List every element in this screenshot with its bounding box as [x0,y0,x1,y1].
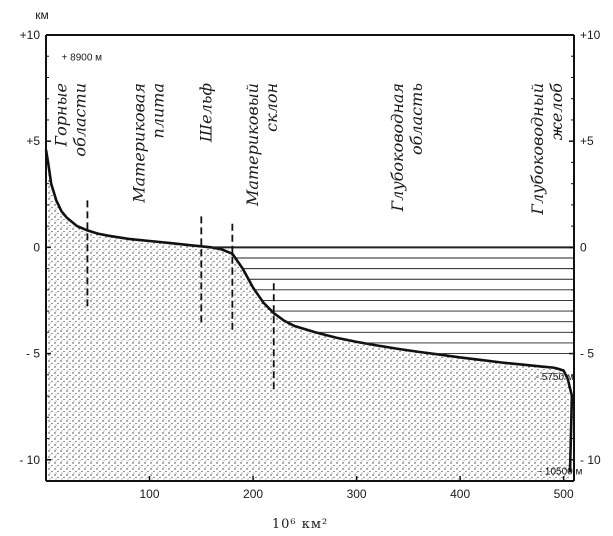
zone-label-group: Материковый склон [243,83,281,207]
x-axis-label: 10⁶ км² [272,517,328,532]
annotations-layer: + 8900 м - 5750 м - 10500 м [62,52,583,477]
y-tick-label-right: 0 [580,240,587,254]
zone-label-word: области [71,83,90,157]
zone-label-word: Шельф [197,83,216,143]
y-tick-label-left: +5 [26,134,40,148]
zone-label-group: Глубоководный желоб [528,83,566,216]
zone-label-group: Материковая плита [129,83,167,204]
y-tick-label-right: - 10 [580,453,601,467]
depth-annotation: + 8900 м [62,52,103,63]
land-stipple-area [46,149,572,481]
x-tick-label: 200 [243,487,263,501]
zone-label-word: Глубоководный [528,83,547,216]
y-tick-label-right: - 5 [580,347,594,361]
zone-label-word: плита [148,83,167,139]
zone-label-word: Материковый [243,83,262,207]
zone-label-word: область [407,83,426,155]
y-tick-label-right: +5 [580,134,594,148]
ocean-depth-lines-layer [211,246,574,355]
x-tick-label: 100 [140,487,160,501]
zone-label-group: Глубоководная область [388,83,426,212]
zone-label-word: склон [262,83,281,132]
land-area-layer [44,149,574,481]
zone-label-word: Материковая [129,83,148,204]
depth-curve-line [44,149,574,473]
y-tick-label-left: +10 [20,28,41,42]
zone-label-word: Горные [52,83,71,148]
zone-label-word: Глубоководная [388,83,407,212]
ticks-layer: +10 +10 +5 +5 0 0 - 5 - 5 - 10 - 10 км 100 200 300 400… [19,8,601,532]
x-tick-label: 400 [450,487,470,501]
y-axis-label: км [35,8,49,22]
y-tick-label-left: 0 [33,240,40,254]
zone-label-word: желоб [547,83,566,140]
axes-layer [45,34,575,482]
zone-label-group: Шельф [197,83,216,143]
x-tick-label: 500 [554,487,574,501]
y-tick-label-left: - 5 [26,347,40,361]
depth-annotation: - 5750 м [536,372,574,383]
zone-label-group: Горные области [52,83,90,157]
zone-labels-layer: Горные области Материковая плита Шельф Матери… [52,83,566,394]
y-tick-label-right: +10 [580,28,601,42]
y-tick-label-left: - 10 [19,453,40,467]
depth-annotation: - 10500 м [539,467,583,478]
x-tick-label: 300 [347,487,367,501]
